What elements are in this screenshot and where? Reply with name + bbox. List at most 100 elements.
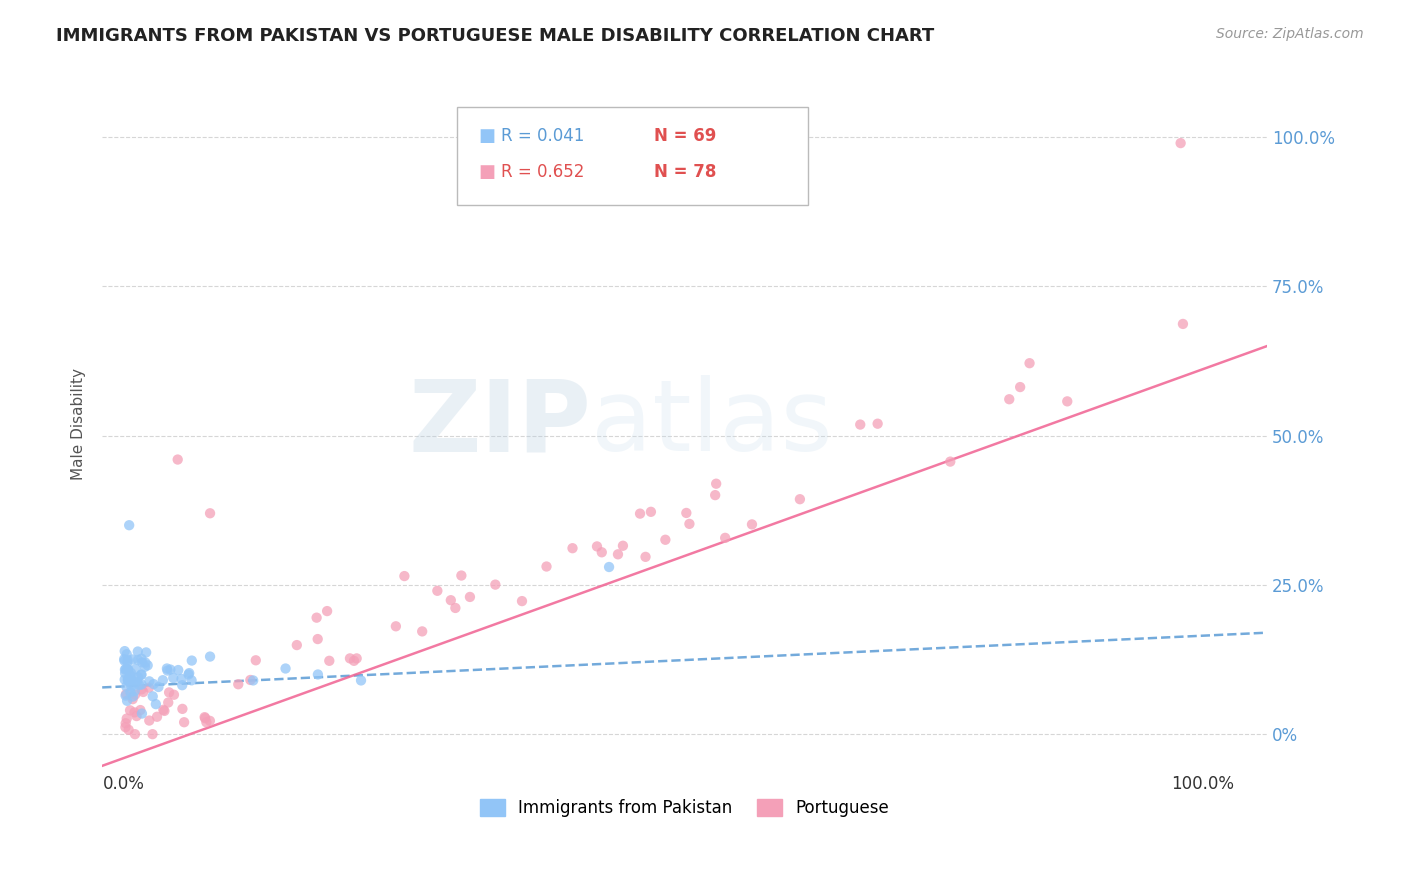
Point	[598, 560, 620, 574]
Point	[131, 677, 153, 691]
Point	[1018, 356, 1040, 370]
Point	[1170, 136, 1192, 150]
Point	[173, 715, 195, 730]
Point	[138, 681, 160, 695]
Point	[242, 673, 264, 688]
Point	[318, 654, 340, 668]
Text: ■: ■	[478, 128, 495, 145]
Point	[239, 673, 262, 687]
Point	[117, 653, 139, 667]
Point	[939, 454, 962, 468]
Point	[350, 673, 373, 688]
Point	[128, 678, 150, 692]
Point	[198, 649, 221, 664]
Point	[124, 727, 146, 741]
Point	[394, 569, 416, 583]
Point	[117, 663, 139, 677]
Point	[170, 672, 193, 686]
Point	[285, 638, 308, 652]
Point	[127, 644, 149, 658]
Text: ■: ■	[478, 163, 495, 181]
Point	[112, 652, 135, 666]
Point	[385, 619, 408, 633]
Point	[118, 518, 141, 533]
Point	[440, 593, 463, 607]
Point	[198, 714, 221, 728]
Point	[121, 692, 143, 706]
Point	[115, 694, 138, 708]
Point	[675, 506, 697, 520]
Point	[678, 516, 700, 531]
Point	[586, 540, 609, 554]
Point	[124, 662, 146, 676]
Point	[274, 661, 297, 675]
Point	[124, 684, 146, 698]
Point	[163, 688, 186, 702]
Point	[120, 685, 142, 699]
Point	[998, 392, 1021, 407]
Point	[148, 680, 170, 694]
Point	[131, 706, 153, 721]
Point	[115, 680, 138, 694]
Point	[654, 533, 676, 547]
Point	[138, 714, 160, 728]
Point	[118, 675, 141, 690]
Point	[166, 452, 188, 467]
Point	[127, 653, 149, 667]
Point	[138, 674, 160, 689]
Point	[157, 696, 180, 710]
Point	[591, 545, 613, 559]
Point	[194, 711, 217, 725]
Point	[115, 662, 138, 676]
Point	[561, 541, 583, 556]
Point	[172, 702, 194, 716]
Point	[536, 559, 558, 574]
Point	[135, 645, 157, 659]
Point	[152, 673, 174, 688]
Point	[117, 662, 139, 676]
Legend: Immigrants from Pakistan, Portuguese: Immigrants from Pakistan, Portuguese	[472, 792, 896, 824]
Point	[612, 539, 634, 553]
Point	[152, 703, 174, 717]
Point	[1010, 380, 1032, 394]
Point	[339, 651, 361, 665]
Point	[305, 610, 328, 624]
Point	[458, 590, 481, 604]
Point	[741, 517, 763, 532]
Point	[714, 531, 737, 545]
Point	[125, 709, 148, 723]
Point	[640, 505, 662, 519]
Text: N = 78: N = 78	[654, 163, 716, 181]
Point	[866, 417, 889, 431]
Text: N = 69: N = 69	[654, 128, 716, 145]
Point	[115, 647, 138, 661]
Point	[114, 662, 136, 676]
Point	[145, 697, 167, 711]
Text: IMMIGRANTS FROM PAKISTAN VS PORTUGUESE MALE DISABILITY CORRELATION CHART: IMMIGRANTS FROM PAKISTAN VS PORTUGUESE M…	[56, 27, 935, 45]
Point	[307, 632, 329, 646]
Point	[180, 673, 202, 688]
Text: atlas: atlas	[592, 376, 832, 472]
Point	[131, 656, 153, 670]
Point	[120, 674, 142, 689]
Point	[114, 654, 136, 668]
Point	[1171, 317, 1194, 331]
Point	[162, 671, 184, 685]
Text: R = 0.041: R = 0.041	[501, 128, 583, 145]
Point	[114, 689, 136, 703]
Point	[114, 666, 136, 681]
Point	[510, 594, 533, 608]
Y-axis label: Male Disability: Male Disability	[72, 368, 86, 480]
Point	[131, 651, 153, 665]
Point	[484, 577, 506, 591]
Point	[179, 666, 201, 681]
Point	[226, 677, 249, 691]
Point	[120, 666, 142, 681]
Point	[125, 675, 148, 690]
Point	[411, 624, 433, 639]
Point	[117, 655, 139, 669]
Point	[142, 690, 165, 704]
Point	[634, 549, 657, 564]
Point	[117, 673, 139, 687]
Point	[115, 712, 138, 726]
